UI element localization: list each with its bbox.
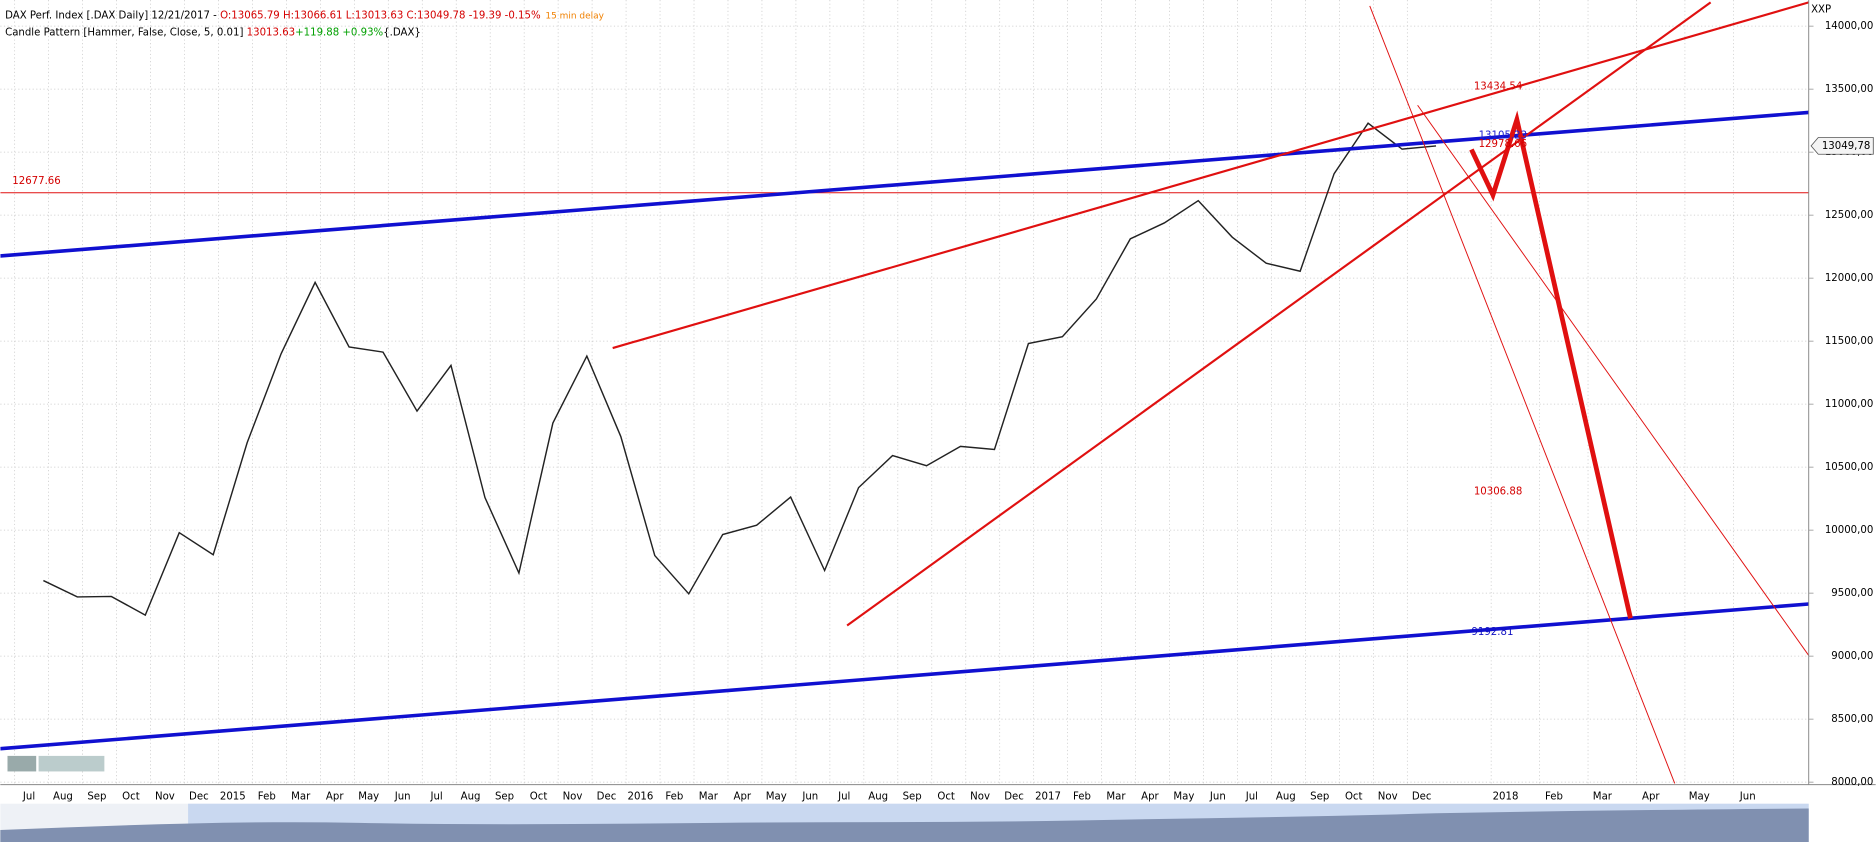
x-tick-label: May <box>1689 792 1710 803</box>
x-tick-label: May <box>766 792 787 803</box>
x-tick-label: Dec <box>189 792 209 803</box>
navigator-area <box>0 808 1809 842</box>
x-tick-label: Feb <box>1545 792 1563 803</box>
trendline <box>846 1 1712 627</box>
x-tick-label: Jun <box>1209 792 1226 803</box>
navigator <box>0 803 1809 842</box>
x-tick-label: Mar <box>699 792 719 803</box>
x-tick-label: Oct <box>937 792 955 803</box>
axis-title: XXP <box>1811 5 1831 16</box>
x-tick-label: 2018 <box>1493 792 1519 803</box>
y-tick-label: 8500,00 <box>1831 714 1873 725</box>
x-tick-label: Oct <box>1345 792 1363 803</box>
y-tick-label: 8000,00 <box>1831 777 1873 788</box>
x-tick-label: Mar <box>291 792 311 803</box>
annotation-label: 10306.88 <box>1474 486 1522 497</box>
header-segment: 13013.63 <box>247 27 295 38</box>
y-tick-label: 13500,00 <box>1825 84 1873 95</box>
x-tick-label: Nov <box>155 792 175 803</box>
y-tick-label: 9000,00 <box>1831 651 1873 662</box>
x-tick-label: Aug <box>1276 792 1296 803</box>
price-line <box>43 122 1437 617</box>
x-tick-label: Feb <box>1073 792 1091 803</box>
header-segment: +119.88 +0.93% <box>295 27 383 38</box>
x-tick-label: Mar <box>1593 792 1613 803</box>
trendline-thin <box>1417 104 1809 656</box>
header-segment: DAX Perf. Index [.DAX Daily] 12/21/2017 … <box>5 11 220 22</box>
x-tick-label: Oct <box>122 792 140 803</box>
annotation-label: 9192.81 <box>1471 627 1513 638</box>
x-tick-label: Jul <box>1245 792 1258 803</box>
x-tick-label: May <box>1173 792 1194 803</box>
x-tick-label: Mar <box>1106 792 1126 803</box>
x-tick-label: Nov <box>970 792 990 803</box>
annotation-label: 13105.23 <box>1479 130 1527 141</box>
x-tick-label: Aug <box>461 792 481 803</box>
x-tick-label: Apr <box>1642 792 1660 803</box>
x-tick-label: Aug <box>868 792 888 803</box>
logo-box <box>38 755 105 772</box>
y-tick-label: 12500,00 <box>1825 210 1873 221</box>
x-tick-label: Sep <box>1310 792 1329 803</box>
header-line: DAX Perf. Index [.DAX Daily] 12/21/2017 … <box>5 11 605 22</box>
annotation-label: 13434.54 <box>1474 82 1522 93</box>
logo-box <box>7 755 37 772</box>
last-price-label: 13049,78 <box>1822 141 1870 152</box>
header-segment: Candle Pattern [Hammer, False, Close, 5,… <box>5 27 247 38</box>
x-tick-label: Dec <box>597 792 617 803</box>
x-tick-label: Oct <box>530 792 548 803</box>
x-tick-label: Apr <box>1141 792 1159 803</box>
y-tick-label: 11000,00 <box>1825 399 1873 410</box>
x-tick-label: Jun <box>1739 792 1756 803</box>
x-tick-label: Dec <box>1004 792 1024 803</box>
x-tick-label: Sep <box>903 792 922 803</box>
x-tick-label: Jul <box>429 792 442 803</box>
price-layer <box>0 122 1809 617</box>
y-tick-label: 12000,00 <box>1825 273 1873 284</box>
x-tick-label: Apr <box>734 792 752 803</box>
trendlines <box>0 1 1809 784</box>
y-tick-label: 10000,00 <box>1825 525 1873 536</box>
logo <box>7 755 105 772</box>
x-tick-label: Feb <box>258 792 276 803</box>
header-line: Candle Pattern [Hammer, False, Close, 5,… <box>5 27 421 38</box>
x-tick-label: Nov <box>1378 792 1398 803</box>
channel-bottom <box>0 602 1809 751</box>
x-tick-label: Sep <box>87 792 106 803</box>
x-tick-label: Sep <box>495 792 514 803</box>
x-tick-label: Dec <box>1412 792 1432 803</box>
projection <box>1469 110 1633 619</box>
x-tick-label: 2016 <box>627 792 653 803</box>
x-tick-label: Apr <box>326 792 344 803</box>
channel-top <box>0 110 1809 258</box>
last-price-box <box>1810 137 1874 155</box>
x-tick-label: 2017 <box>1035 792 1061 803</box>
y-tick-label: 11500,00 <box>1825 336 1873 347</box>
x-tick-label: May <box>358 792 379 803</box>
trendline <box>612 1 1809 350</box>
x-tick-label: Nov <box>563 792 583 803</box>
annotation-label: 12978.66 <box>1479 139 1527 150</box>
x-tick-label: Aug <box>53 792 73 803</box>
x-tick-label: Jun <box>801 792 818 803</box>
x-tick-label: Jun <box>394 792 411 803</box>
x-tick-label: Jul <box>22 792 35 803</box>
x-tick-label: Feb <box>665 792 683 803</box>
y-tick-label: 10500,00 <box>1825 462 1873 473</box>
header-segment: 15 min delay <box>545 11 604 21</box>
trendline-thin <box>1369 5 1676 784</box>
y-tick-label: 14000,00 <box>1825 21 1873 32</box>
x-tick-label: 2015 <box>220 792 246 803</box>
x-tick-label: Jul <box>837 792 850 803</box>
header-segment: {.DAX} <box>383 27 421 38</box>
y-tick-label: 9500,00 <box>1831 588 1873 599</box>
annotation-label: 12677.66 <box>12 176 60 187</box>
header-segment: O:13065.79 H:13066.61 L:13013.63 C:13049… <box>220 11 541 22</box>
